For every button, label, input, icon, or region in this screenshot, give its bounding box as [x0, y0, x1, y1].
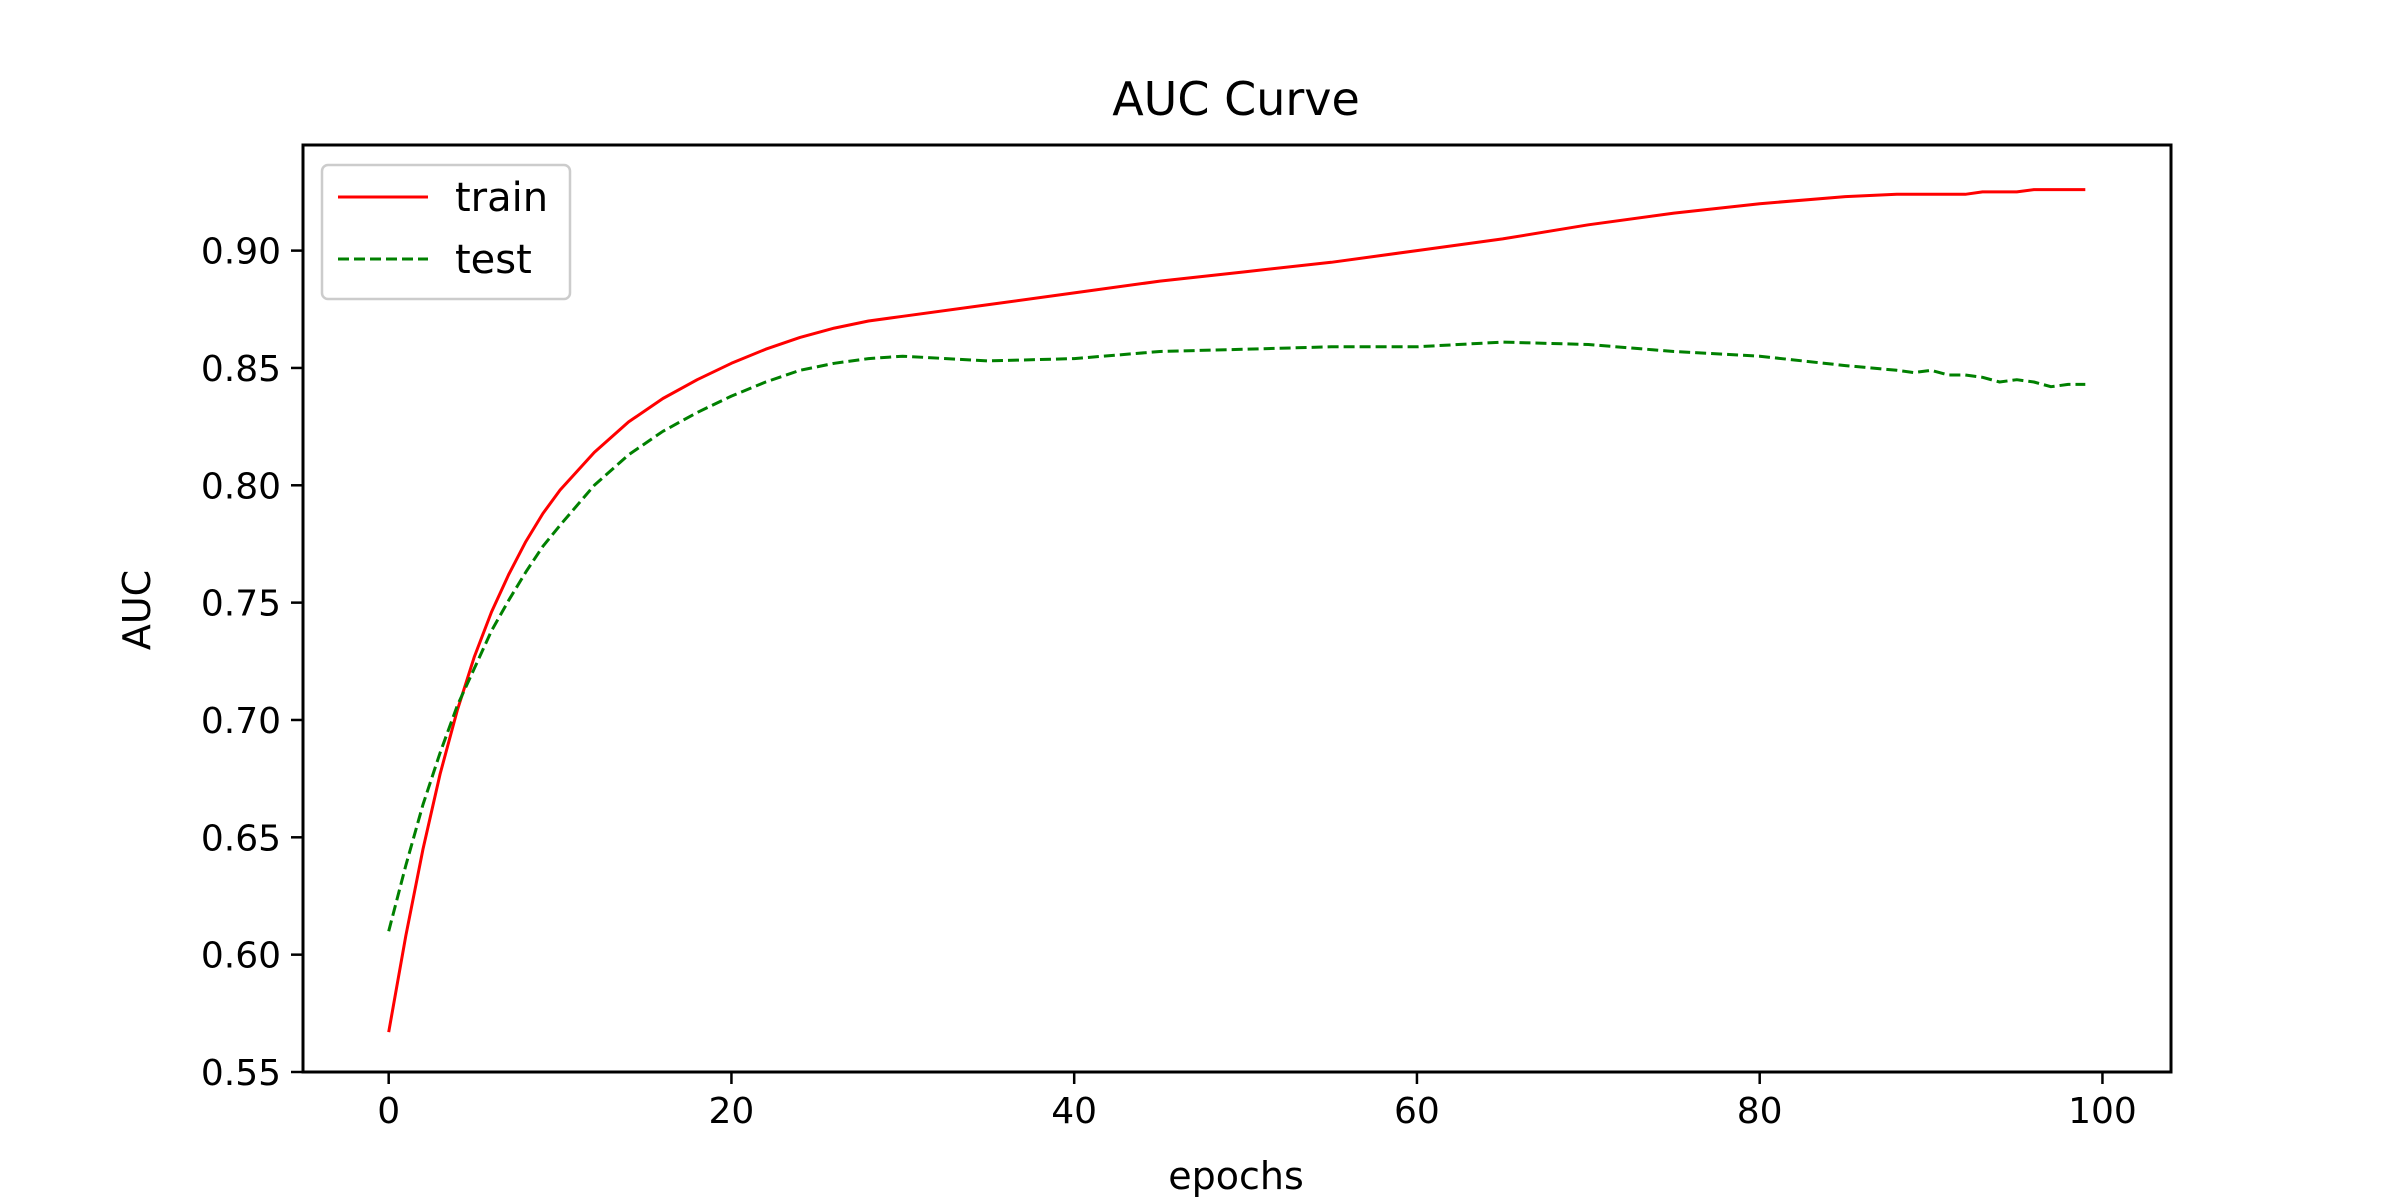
- x-tick-label: 20: [709, 1091, 755, 1132]
- y-tick-label: 0.65: [201, 818, 281, 859]
- x-tick-label: 100: [2068, 1091, 2137, 1132]
- plot-frame: [301, 143, 2173, 1074]
- x-tick-label: 60: [1394, 1091, 1440, 1132]
- y-axis-ticks: 0.55 0.60 0.65 0.70 0.75 0.80 0.85 0.90: [201, 232, 303, 1094]
- x-axis-label: epochs: [1168, 1154, 1304, 1198]
- plot-series: [387, 188, 2086, 1033]
- series-train-line: [387, 188, 2086, 1033]
- x-tick-label: 80: [1737, 1091, 1783, 1132]
- legend-train-label: train: [455, 175, 548, 221]
- chart-title: AUC Curve: [1112, 72, 1360, 126]
- y-axis-label: AUC: [115, 570, 159, 650]
- y-tick-label: 0.90: [201, 232, 281, 273]
- y-tick-label: 0.70: [201, 701, 281, 742]
- legend: train test: [320, 163, 572, 301]
- y-tick-label: 0.80: [201, 466, 281, 507]
- x-tick-label: 0: [377, 1091, 400, 1132]
- y-tick-label: 0.85: [201, 349, 281, 390]
- y-tick-label: 0.55: [201, 1053, 281, 1094]
- x-tick-label: 40: [1051, 1091, 1097, 1132]
- series-test-line: [387, 340, 2086, 932]
- y-tick-label: 0.60: [201, 936, 281, 977]
- x-axis-ticks: 0 20 40 60 80 100: [377, 1072, 2137, 1132]
- legend-test-label: test: [455, 237, 532, 283]
- y-tick-label: 0.75: [201, 584, 281, 625]
